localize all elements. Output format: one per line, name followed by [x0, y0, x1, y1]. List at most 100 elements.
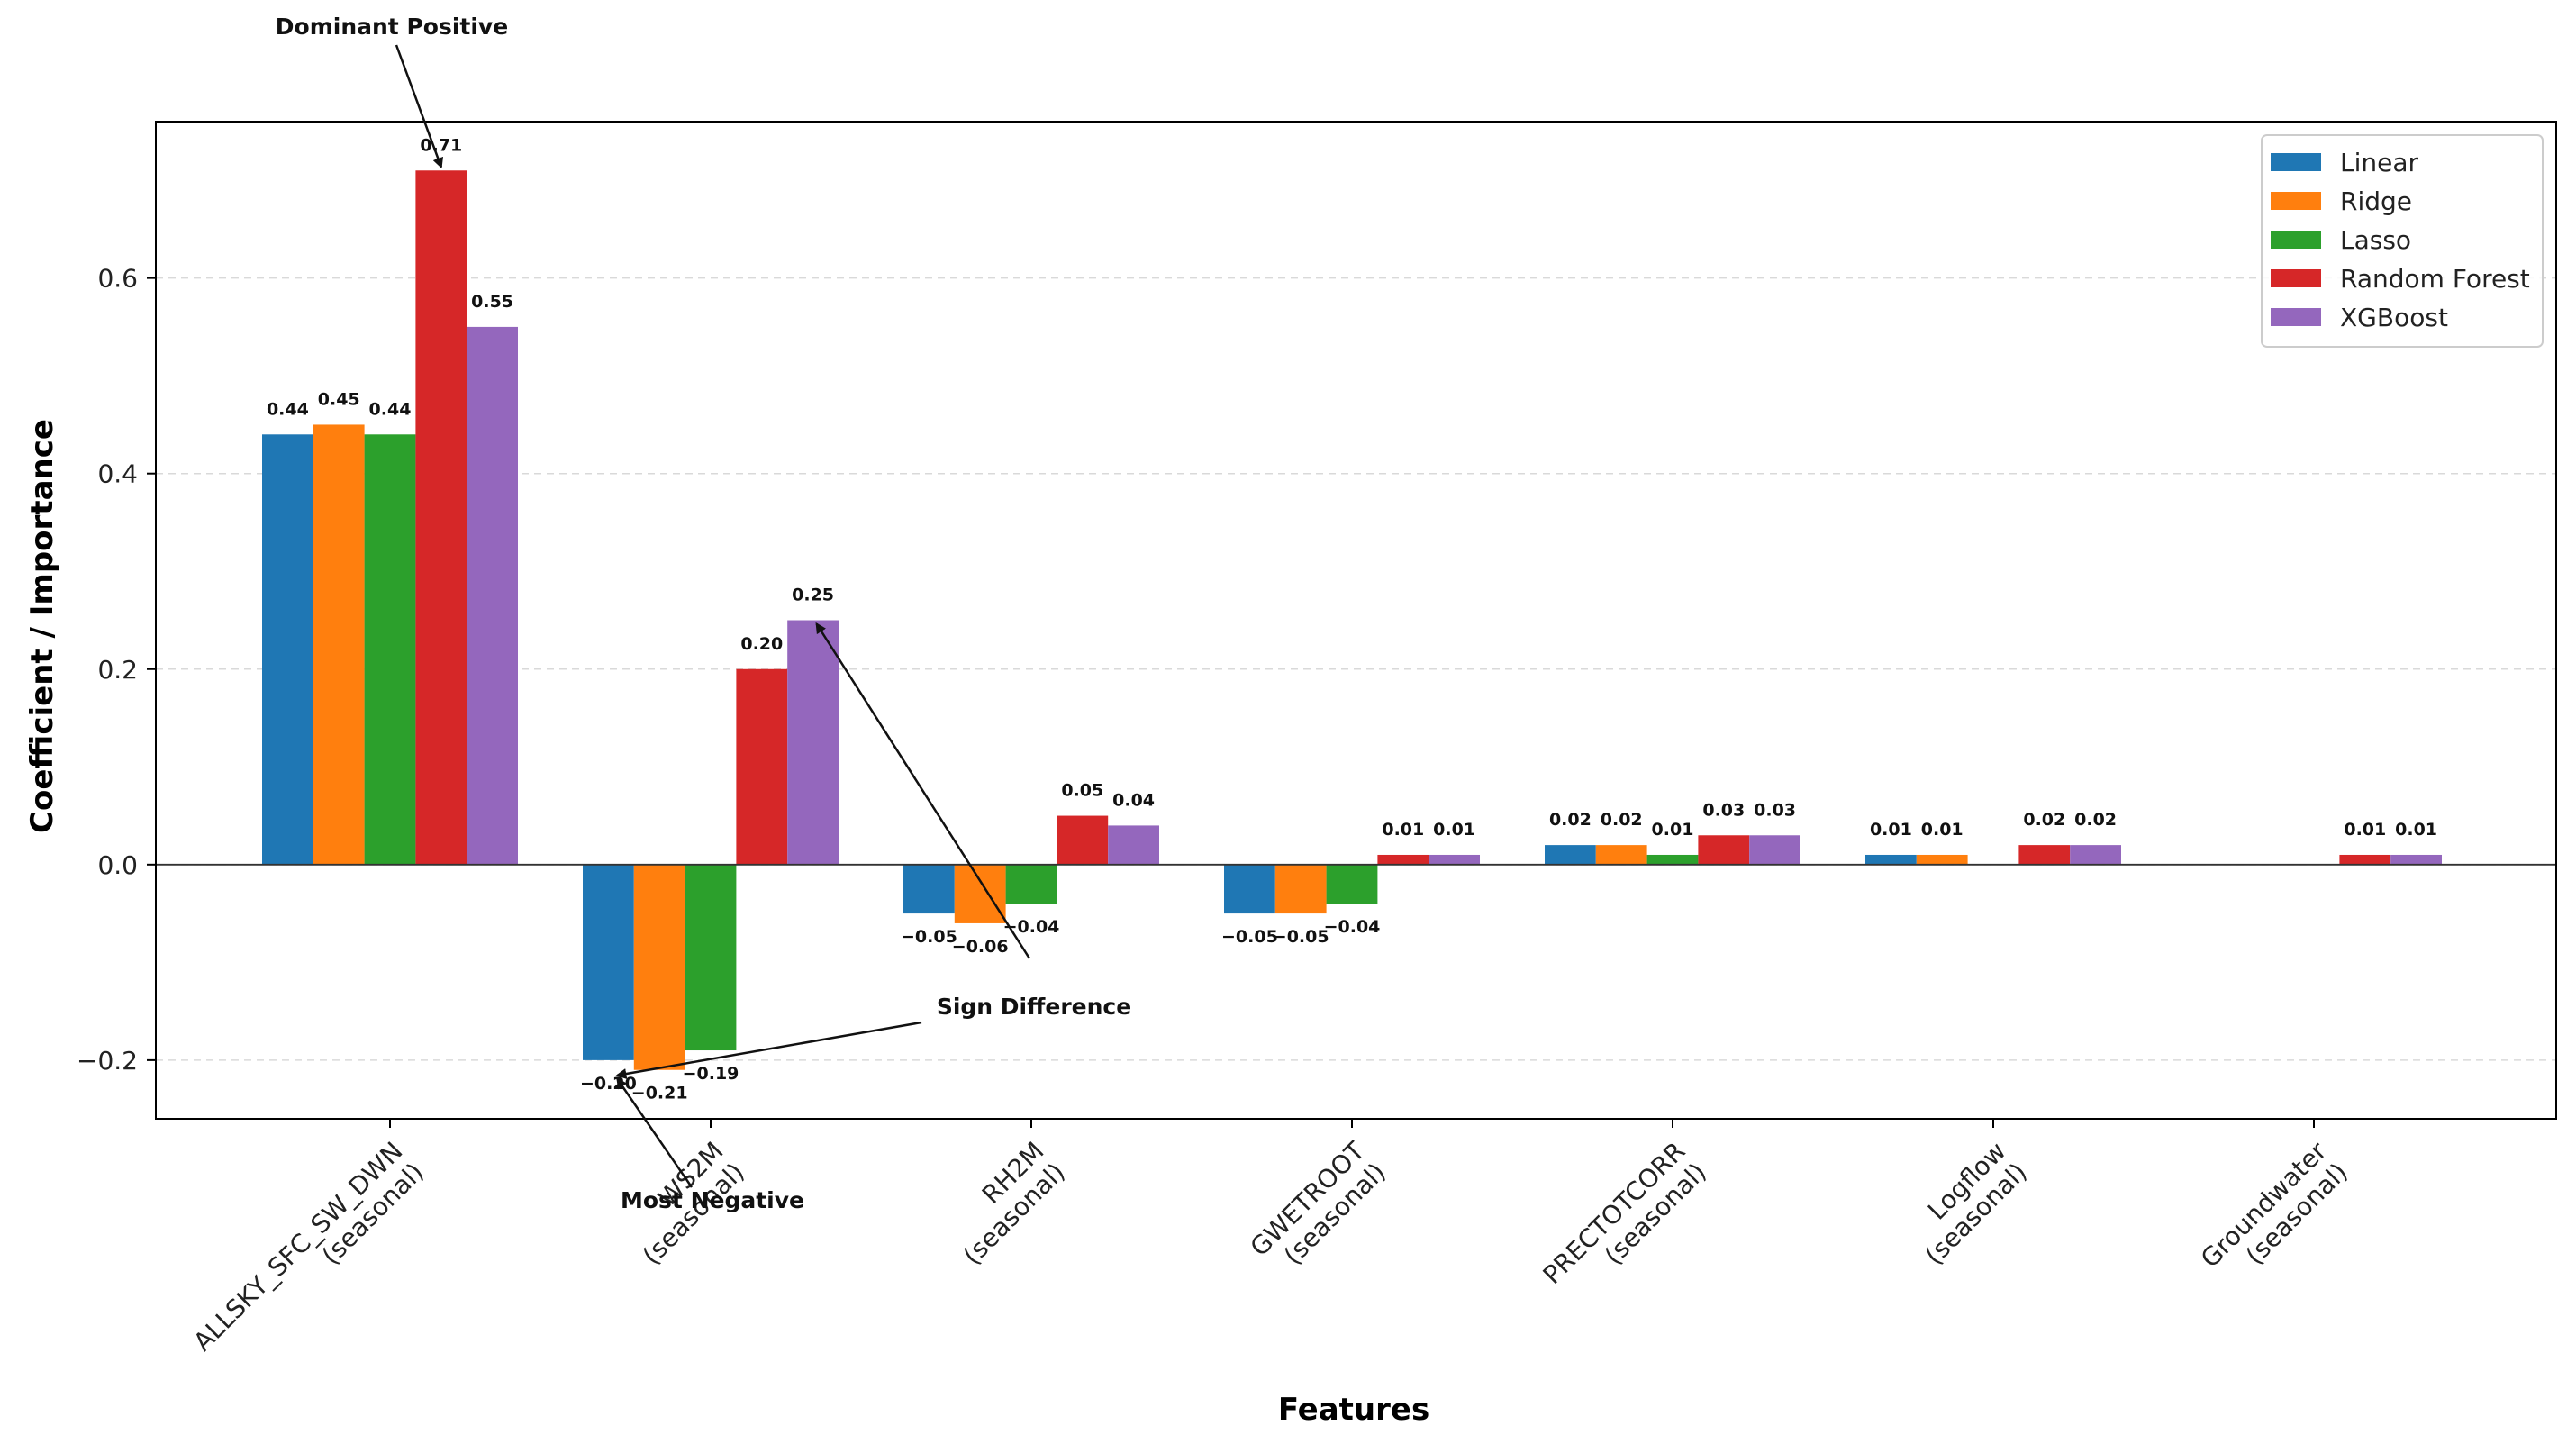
data-label: −0.04 [1324, 917, 1381, 937]
data-labels: 0.44−0.20−0.05 −0.050.02 0.010.45−0.21−0.0… [267, 135, 2437, 1103]
bar-linear-3 [1224, 864, 1275, 914]
bar-random-forest-0 [415, 170, 467, 865]
data-label: 0.25 [792, 586, 834, 605]
annotation-most-negative: Most Negative [621, 1187, 804, 1213]
bar-linear-4 [1545, 845, 1596, 865]
bar-linear-5 [1865, 854, 1917, 865]
plot-frame [155, 121, 2557, 1120]
bar-lasso-4 [1646, 854, 1699, 865]
data-label: 0.01 [1921, 820, 1964, 840]
bar-xgboost-6 [2390, 854, 2442, 865]
legend-box [2261, 134, 2544, 348]
bar-linear-0 [262, 434, 313, 865]
x-tick-label-line: ALLSKY_SFC_SW_DWN [187, 1136, 408, 1357]
data-label: −0.06 [952, 937, 1009, 957]
data-label: −0.05 [1221, 927, 1278, 947]
y-tick-label: 0.0 [97, 850, 138, 880]
data-label: 0.45 [318, 389, 360, 409]
data-label: −0.05 [1273, 927, 1329, 947]
data-label: 0.04 [1112, 790, 1155, 810]
annotation-arrow [395, 44, 443, 169]
legend-swatch [2271, 308, 2321, 326]
bar-lasso-0 [364, 434, 416, 865]
y-tick-label: 0.2 [97, 655, 138, 685]
bar-ridge-1 [633, 864, 685, 1070]
annotation-arrow [615, 1021, 922, 1079]
data-label: 0.02 [1549, 810, 1592, 830]
data-label: 0.01 [2344, 820, 2386, 840]
bar-ridge-4 [1595, 845, 1647, 865]
data-label: 0.71 [420, 135, 462, 155]
annotation-arrow [616, 1077, 694, 1188]
x-tick-label: GWETROOT(seasonal) [1245, 1136, 1392, 1284]
annotation-dominant-positive: Dominant Positive [276, 14, 508, 40]
bar-lasso-2 [1005, 864, 1057, 904]
x-tick-label: PRECTOTCORR(seasonal) [1537, 1136, 1712, 1311]
bar-random-forest-3 [1377, 854, 1429, 865]
bar-ridge-0 [313, 424, 365, 865]
data-label: −0.21 [631, 1084, 688, 1103]
bar-random-forest-5 [2018, 845, 2071, 865]
bar-xgboost-1 [787, 620, 839, 865]
legend-swatch [2271, 231, 2321, 249]
legend: Linear Ridge Lasso Random Forest XGBoost [2261, 134, 2544, 348]
bar-ridge-5 [1916, 854, 1968, 865]
data-label: 0.55 [471, 292, 513, 312]
data-label: 0.01 [1870, 820, 1912, 840]
legend-swatch [2271, 192, 2321, 210]
data-label: 0.20 [740, 634, 783, 654]
annotations: Dominant Positive Sign Difference Most Neg… [276, 14, 1131, 1213]
data-label: 0.44 [369, 399, 412, 419]
legend-swatch [2271, 269, 2321, 287]
bar-xgboost-4 [1749, 835, 1800, 865]
x-tick-label: RH2M(seasonal) [936, 1136, 1070, 1270]
bar-random-forest-1 [736, 668, 788, 865]
legend-label: Linear [2340, 148, 2419, 177]
data-label: 0.01 [1652, 820, 1694, 840]
bar-ridge-2 [954, 864, 1006, 923]
data-label: 0.01 [1433, 820, 1475, 840]
bar-xgboost-3 [1429, 854, 1480, 865]
data-label: −0.19 [683, 1064, 739, 1084]
x-tick-label: Logflow(seasonal) [1898, 1136, 2032, 1270]
bar-lasso-1 [685, 864, 737, 1051]
bar-linear-1 [583, 864, 634, 1060]
data-label: 0.02 [1601, 810, 1643, 830]
data-label: 0.01 [1382, 820, 1424, 840]
bar-random-forest-2 [1057, 815, 1109, 865]
data-label: 0.03 [1702, 800, 1745, 820]
y-tick-label: 0.6 [97, 264, 138, 294]
legend-label: Lasso [2340, 225, 2411, 255]
bars [262, 170, 2442, 1070]
bar-random-forest-4 [1698, 835, 1750, 865]
bar-linear-2 [903, 864, 955, 914]
bar-lasso-3 [1326, 864, 1378, 904]
data-label: 0.05 [1061, 781, 1103, 801]
legend-label: Ridge [2340, 186, 2412, 216]
x-tick-label: Groundwater(seasonal) [2195, 1136, 2354, 1294]
bar-xgboost-2 [1108, 825, 1159, 865]
x-tick-label: ALLSKY_SFC_SW_DWN(seasonal) [187, 1136, 429, 1377]
bar-ridge-3 [1274, 864, 1327, 914]
data-label: 0.02 [2023, 810, 2065, 830]
data-label: −0.20 [580, 1074, 637, 1094]
bar-random-forest-6 [2339, 854, 2391, 865]
data-label: 0.03 [1754, 800, 1796, 820]
legend-label: XGBoost [2340, 303, 2448, 332]
annotation-sign-difference: Sign Difference [937, 994, 1131, 1020]
data-label: 0.44 [267, 399, 309, 419]
y-axis-title: Coefficient / Importance [24, 419, 60, 833]
y-tick-label: −0.2 [77, 1046, 138, 1076]
annotation-arrow [815, 622, 1031, 959]
data-label: −0.05 [901, 927, 957, 947]
legend-label: Random Forest [2340, 264, 2530, 294]
bar-xgboost-0 [467, 326, 518, 865]
legend-swatch [2271, 153, 2321, 171]
y-tick-label: 0.4 [97, 459, 138, 489]
bar-xgboost-5 [2070, 845, 2121, 865]
x-axis-title: Features [1278, 1392, 1429, 1428]
data-label: 0.02 [2074, 810, 2117, 830]
data-label: −0.04 [1003, 917, 1060, 937]
data-label: 0.01 [2395, 820, 2437, 840]
